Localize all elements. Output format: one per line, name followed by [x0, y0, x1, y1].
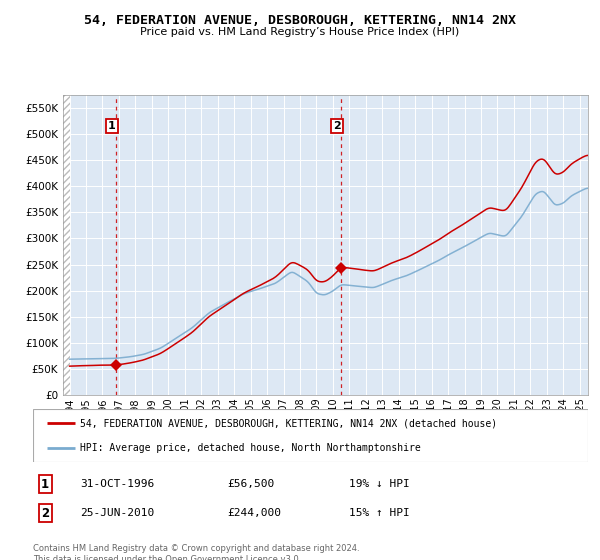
- Text: 54, FEDERATION AVENUE, DESBOROUGH, KETTERING, NN14 2NX (detached house): 54, FEDERATION AVENUE, DESBOROUGH, KETTE…: [80, 418, 497, 428]
- Bar: [63, 95, 70, 395]
- Text: 19% ↓ HPI: 19% ↓ HPI: [349, 479, 410, 489]
- Text: Contains HM Land Registry data © Crown copyright and database right 2024.
This d: Contains HM Land Registry data © Crown c…: [33, 544, 359, 560]
- Text: 2: 2: [333, 122, 341, 132]
- Text: 1: 1: [108, 122, 116, 132]
- Text: 1: 1: [41, 478, 49, 491]
- Text: HPI: Average price, detached house, North Northamptonshire: HPI: Average price, detached house, Nort…: [80, 442, 421, 452]
- Text: Price paid vs. HM Land Registry’s House Price Index (HPI): Price paid vs. HM Land Registry’s House …: [140, 27, 460, 37]
- Text: 2: 2: [41, 507, 49, 520]
- Text: 25-JUN-2010: 25-JUN-2010: [80, 508, 154, 518]
- Text: 31-OCT-1996: 31-OCT-1996: [80, 479, 154, 489]
- Text: 54, FEDERATION AVENUE, DESBOROUGH, KETTERING, NN14 2NX: 54, FEDERATION AVENUE, DESBOROUGH, KETTE…: [84, 14, 516, 27]
- Text: 15% ↑ HPI: 15% ↑ HPI: [349, 508, 410, 518]
- Text: £56,500: £56,500: [227, 479, 275, 489]
- Text: £244,000: £244,000: [227, 508, 281, 518]
